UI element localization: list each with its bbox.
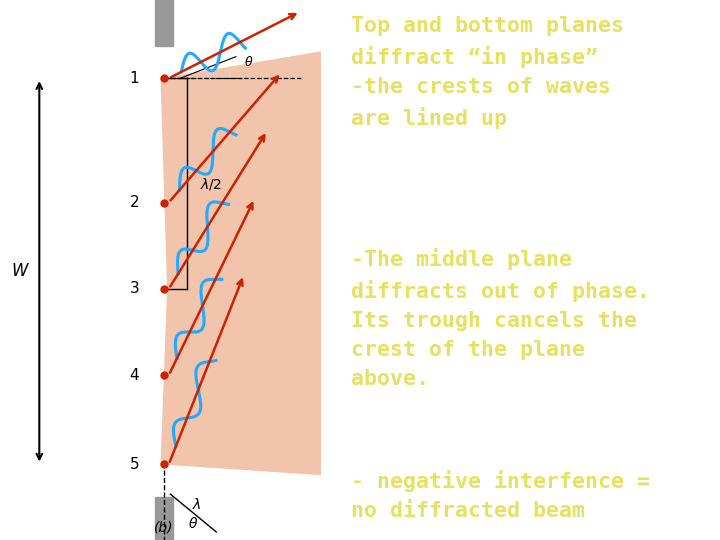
Text: $\theta$: $\theta$ — [244, 55, 253, 69]
Polygon shape — [161, 51, 321, 475]
Text: 4: 4 — [130, 368, 139, 383]
Text: $\lambda$: $\lambda$ — [192, 497, 202, 512]
Text: 1: 1 — [130, 71, 139, 86]
Text: 3: 3 — [130, 281, 139, 296]
Text: - negative interfence =
no diffracted beam: - negative interfence = no diffracted be… — [351, 470, 650, 521]
Text: 2: 2 — [130, 195, 139, 210]
Text: $\lambda$/2: $\lambda$/2 — [200, 176, 222, 192]
Text: $\theta$: $\theta$ — [188, 516, 199, 531]
Text: 5: 5 — [130, 457, 139, 472]
Text: W: W — [12, 262, 28, 280]
Text: -The middle plane
diffracts out of phase.
Its trough cancels the
crest of the pl: -The middle plane diffracts out of phase… — [351, 248, 650, 389]
Text: Top and bottom planes
diffract “in phase”
-the crests of waves
are lined up: Top and bottom planes diffract “in phase… — [351, 16, 624, 129]
Text: (b): (b) — [154, 521, 174, 535]
